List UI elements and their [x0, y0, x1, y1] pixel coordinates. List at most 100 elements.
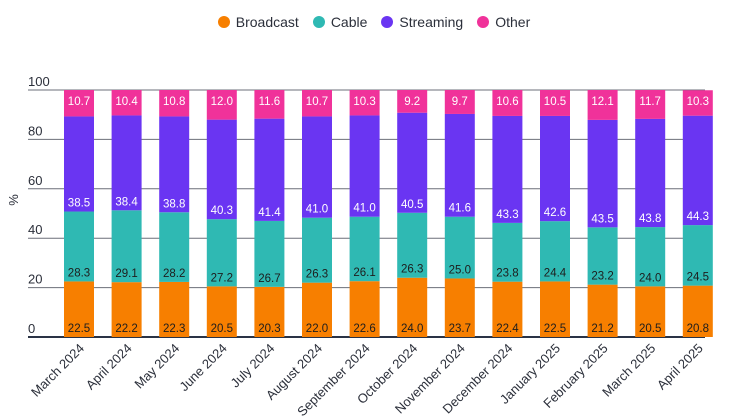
- data-label-cable: 26.1: [353, 267, 375, 279]
- bar-segment-cable: [682, 225, 713, 286]
- bar-segment-cable: [349, 216, 380, 282]
- bar-segment-broadcast: [635, 286, 666, 337]
- y-tick-label: 40: [28, 222, 42, 237]
- data-label-broadcast: 22.0: [306, 323, 328, 335]
- data-label-streaming: 41.0: [353, 203, 375, 215]
- bar-segment-cable: [492, 222, 523, 282]
- data-label-broadcast: 24.0: [401, 323, 423, 335]
- bar-segment-streaming: [587, 119, 618, 228]
- data-label-cable: 23.8: [496, 268, 518, 280]
- data-label-cable: 27.2: [211, 272, 233, 284]
- bar-segment-cable: [111, 210, 142, 283]
- bar-segment-other: [540, 90, 570, 116]
- bar-segment-broadcast: [682, 285, 713, 337]
- bar-segment-streaming: [64, 116, 94, 212]
- bar-segment-broadcast: [159, 281, 190, 337]
- x-tick-label: July 2024: [228, 341, 278, 391]
- bar-segment-other: [302, 90, 332, 117]
- bar-segment-broadcast: [206, 286, 237, 337]
- data-label-other: 10.7: [306, 96, 328, 108]
- legend-label: Streaming: [399, 14, 464, 30]
- bar-segment-other: [159, 90, 190, 117]
- data-label-broadcast: 20.8: [687, 323, 709, 335]
- data-label-broadcast: 22.4: [496, 323, 519, 335]
- bar-segment-other: [206, 90, 237, 120]
- data-label-broadcast: 20.5: [211, 323, 233, 335]
- legend-item-streaming[interactable]: Streaming: [381, 14, 463, 30]
- data-label-broadcast: 20.3: [258, 323, 280, 335]
- data-label-cable: 24.4: [544, 267, 567, 279]
- bar-segment-cable: [302, 217, 332, 283]
- bar-segment-broadcast: [302, 282, 332, 337]
- data-label-streaming: 40.3: [211, 205, 233, 217]
- bar-segment-other: [64, 90, 94, 117]
- legend-item-broadcast[interactable]: Broadcast: [217, 14, 299, 30]
- legend-label: Cable: [330, 14, 368, 30]
- data-label-streaming: 43.3: [496, 209, 518, 221]
- data-label-other: 10.7: [68, 96, 90, 108]
- bar-segment-broadcast: [444, 278, 475, 337]
- bar-segment-streaming: [349, 115, 380, 217]
- bar-segment-broadcast: [587, 284, 618, 337]
- bar-segment-other: [492, 90, 523, 116]
- data-label-broadcast: 22.3: [163, 323, 185, 335]
- data-label-streaming: 42.6: [544, 207, 566, 219]
- bar-segment-other: [349, 90, 380, 116]
- data-label-broadcast: 21.2: [591, 323, 613, 335]
- legend-item-cable[interactable]: Cable: [312, 14, 368, 30]
- bar-segment-broadcast: [540, 281, 570, 337]
- x-tick-label: April 2025: [654, 341, 706, 393]
- bar-segment-broadcast: [349, 281, 380, 337]
- y-tick-label: 0: [28, 321, 35, 336]
- bar-segment-other: [111, 90, 142, 116]
- bar-segment-cable: [206, 219, 237, 287]
- y-axis-label: %: [6, 194, 21, 206]
- legend-swatch-other: [477, 16, 490, 28]
- bar-segment-broadcast: [397, 277, 428, 337]
- bar-segment-streaming: [540, 115, 570, 222]
- bar-segment-other: [254, 90, 285, 119]
- bar-segment-cable: [159, 212, 190, 282]
- data-label-cable: 26.3: [401, 264, 423, 276]
- data-label-broadcast: 22.5: [544, 323, 566, 335]
- data-label-other: 12.1: [591, 96, 613, 108]
- data-label-streaming: 38.4: [115, 196, 138, 208]
- legend-item-other[interactable]: Other: [477, 14, 530, 30]
- bar-segment-streaming: [302, 116, 332, 218]
- x-tick-label: May 2024: [131, 341, 182, 392]
- data-label-cable: 26.7: [258, 273, 280, 285]
- bar-segment-cable: [64, 211, 94, 282]
- data-label-streaming: 44.3: [687, 211, 709, 223]
- data-label-other: 10.4: [115, 96, 138, 108]
- data-label-cable: 29.1: [115, 268, 137, 280]
- bar-segment-streaming: [111, 115, 142, 211]
- data-label-cable: 26.3: [306, 269, 328, 281]
- legend-swatch-streaming: [381, 16, 394, 28]
- data-label-streaming: 41.4: [258, 207, 281, 219]
- bar-segment-streaming: [397, 112, 428, 213]
- data-label-cable: 24.5: [687, 272, 709, 284]
- bar-segment-streaming: [635, 118, 666, 228]
- x-tick-label: June 2024: [176, 341, 230, 395]
- data-label-other: 11.6: [259, 96, 281, 108]
- data-label-streaming: 41.0: [306, 204, 328, 216]
- bar-segment-streaming: [682, 115, 713, 226]
- data-label-broadcast: 22.5: [68, 323, 90, 335]
- legend-swatch-broadcast: [217, 16, 230, 28]
- y-tick-label: 60: [28, 173, 42, 188]
- data-label-cable: 23.2: [591, 271, 613, 283]
- bar-segment-cable: [444, 216, 475, 279]
- data-label-streaming: 38.8: [163, 198, 185, 210]
- data-label-broadcast: 20.5: [639, 323, 661, 335]
- bar-segment-other: [397, 90, 428, 113]
- data-label-other: 9.7: [452, 96, 468, 108]
- bar-segment-streaming: [206, 119, 237, 220]
- data-label-other: 11.7: [639, 96, 661, 108]
- bar-segment-other: [635, 90, 666, 119]
- y-tick-label: 100: [28, 74, 50, 89]
- data-label-other: 10.3: [687, 96, 709, 108]
- data-label-streaming: 38.5: [68, 198, 90, 210]
- bar-segment-cable: [397, 212, 428, 278]
- data-label-other: 9.2: [404, 96, 420, 108]
- data-label-broadcast: 22.2: [115, 323, 137, 335]
